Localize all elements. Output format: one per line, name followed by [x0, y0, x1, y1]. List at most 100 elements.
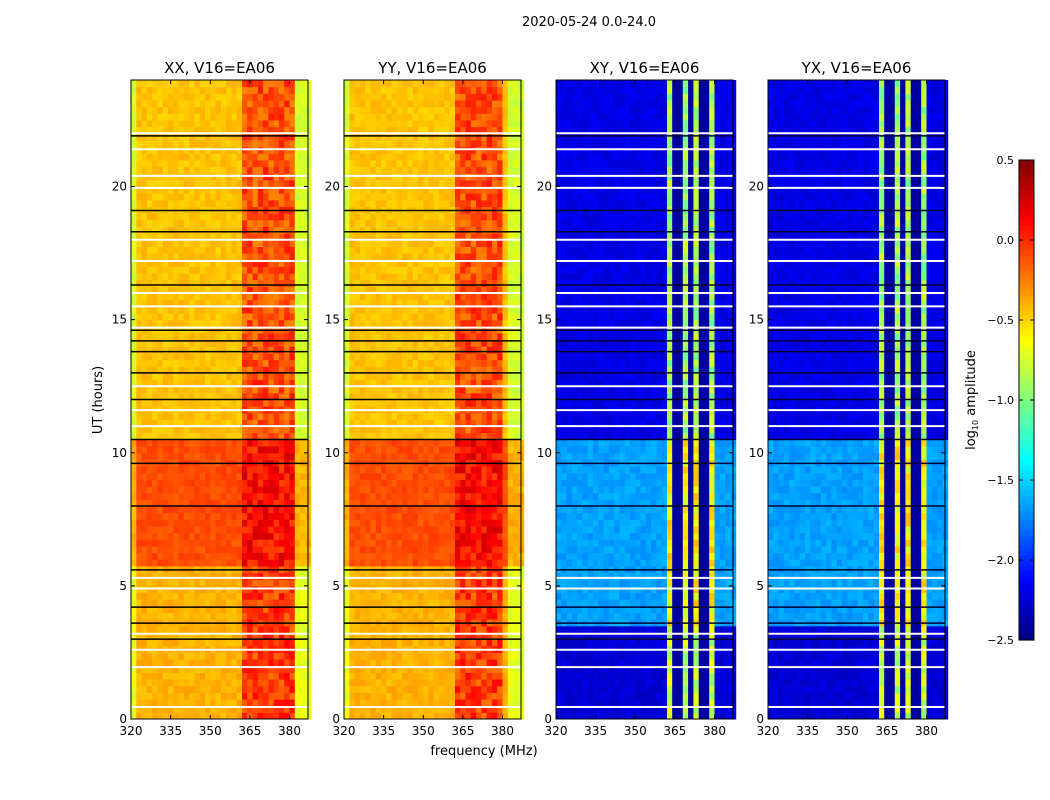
heatmap-cell	[407, 639, 414, 647]
heatmap-cell	[300, 545, 306, 554]
heatmap-cell	[502, 492, 509, 500]
heatmap-cell	[402, 519, 408, 527]
heatmap-cell	[162, 685, 169, 693]
heatmap-cell	[183, 293, 190, 301]
heatmap-cell	[268, 519, 275, 527]
heatmap-cell	[370, 399, 377, 407]
heatmap-cell	[231, 233, 238, 241]
heatmap-cell	[294, 526, 301, 534]
heatmap-cell	[294, 699, 301, 707]
heatmap-cell	[278, 313, 285, 321]
heatmap-cell	[236, 233, 243, 241]
heatmap-cell	[183, 159, 190, 168]
heatmap-cell	[273, 446, 280, 454]
heatmap-cell	[294, 679, 301, 687]
heatmap-cell	[152, 279, 158, 287]
heatmap-cell	[168, 219, 174, 227]
heatmap-cell	[486, 652, 493, 660]
heatmap-cell	[183, 279, 190, 287]
heatmap-cell	[402, 599, 408, 607]
heatmap-cell	[210, 492, 217, 500]
heatmap-cell	[168, 366, 174, 374]
heatmap-cell	[146, 559, 153, 567]
heatmap-cell	[407, 412, 414, 420]
heatmap-cell	[131, 572, 137, 580]
heatmap-cell	[178, 705, 185, 713]
heatmap-cell	[278, 266, 285, 274]
heatmap-cell	[470, 519, 477, 527]
heatmap-cell	[146, 80, 153, 88]
heatmap-cell	[157, 672, 164, 680]
heatmap-cell	[220, 672, 227, 680]
heatmap-cell	[205, 366, 211, 374]
heatmap-cell	[257, 159, 264, 168]
heatmap-cell	[470, 512, 477, 520]
heatmap-cell	[263, 372, 269, 381]
heatmap-cell	[460, 412, 466, 420]
heatmap-cell	[183, 286, 190, 294]
heatmap-cell	[407, 419, 414, 427]
heatmap-cell	[289, 712, 296, 720]
heatmap-cell	[247, 552, 253, 560]
heatmap-cell	[284, 579, 290, 587]
heatmap-cell	[131, 159, 137, 168]
heatmap-cell	[205, 313, 211, 321]
heatmap-cell	[300, 466, 306, 474]
heatmap-cell	[391, 665, 398, 673]
heatmap-cell	[273, 346, 280, 354]
heatmap-cell	[444, 692, 451, 700]
heatmap-cell	[268, 346, 275, 354]
heatmap-cell	[273, 286, 280, 294]
heatmap-cell	[486, 492, 493, 500]
heatmap-cell	[289, 412, 296, 420]
heatmap-cell	[294, 439, 301, 447]
heatmap-cell	[141, 426, 148, 434]
heatmap-cell	[168, 293, 174, 301]
heatmap-cell	[449, 605, 456, 613]
heatmap-cell	[236, 419, 243, 427]
heatmap-cell	[162, 266, 169, 274]
heatmap-cell	[210, 339, 217, 347]
heatmap-cell	[183, 592, 190, 600]
heatmap-cell	[141, 712, 148, 720]
heatmap-cell	[257, 639, 264, 647]
heatmap-cell	[278, 139, 285, 148]
heatmap-cell	[146, 239, 153, 247]
heatmap-cell	[220, 346, 227, 354]
heatmap-cell	[136, 306, 143, 314]
heatmap-cell	[449, 679, 456, 687]
x-tick-label: 365	[238, 724, 261, 738]
heatmap-cell	[257, 699, 264, 707]
heatmap-cell	[513, 612, 519, 620]
heatmap-cell	[502, 692, 509, 700]
heatmap-cell	[428, 605, 435, 613]
heatmap-cell	[168, 313, 174, 321]
heatmap-cell	[215, 239, 222, 247]
heatmap-cell	[252, 486, 259, 494]
heatmap-cell	[183, 106, 190, 114]
heatmap-cell	[268, 392, 275, 400]
heatmap-cell	[215, 426, 222, 434]
heatmap-cell	[370, 599, 377, 607]
heatmap-cell	[220, 692, 227, 700]
heatmap-cell	[226, 625, 232, 633]
heatmap-cell	[300, 319, 306, 327]
heatmap-cell	[412, 446, 419, 454]
heatmap-cell	[236, 652, 243, 660]
heatmap-cell	[486, 545, 493, 554]
heatmap-cell	[242, 712, 248, 720]
heatmap-cell	[252, 679, 259, 687]
heatmap-cell	[273, 233, 280, 241]
heatmap-cell	[354, 639, 361, 647]
heatmap-cell	[507, 632, 514, 640]
heatmap-cell	[344, 579, 350, 587]
heatmap-cell	[178, 652, 185, 660]
heatmap-cell	[433, 552, 440, 560]
heatmap-cell	[152, 439, 158, 447]
heatmap-cell	[178, 592, 185, 600]
heatmap-cell	[428, 512, 435, 520]
heatmap-cell	[502, 559, 509, 567]
heatmap-cell	[370, 526, 377, 534]
heatmap-cell	[173, 93, 180, 101]
heatmap-cell	[194, 545, 201, 554]
